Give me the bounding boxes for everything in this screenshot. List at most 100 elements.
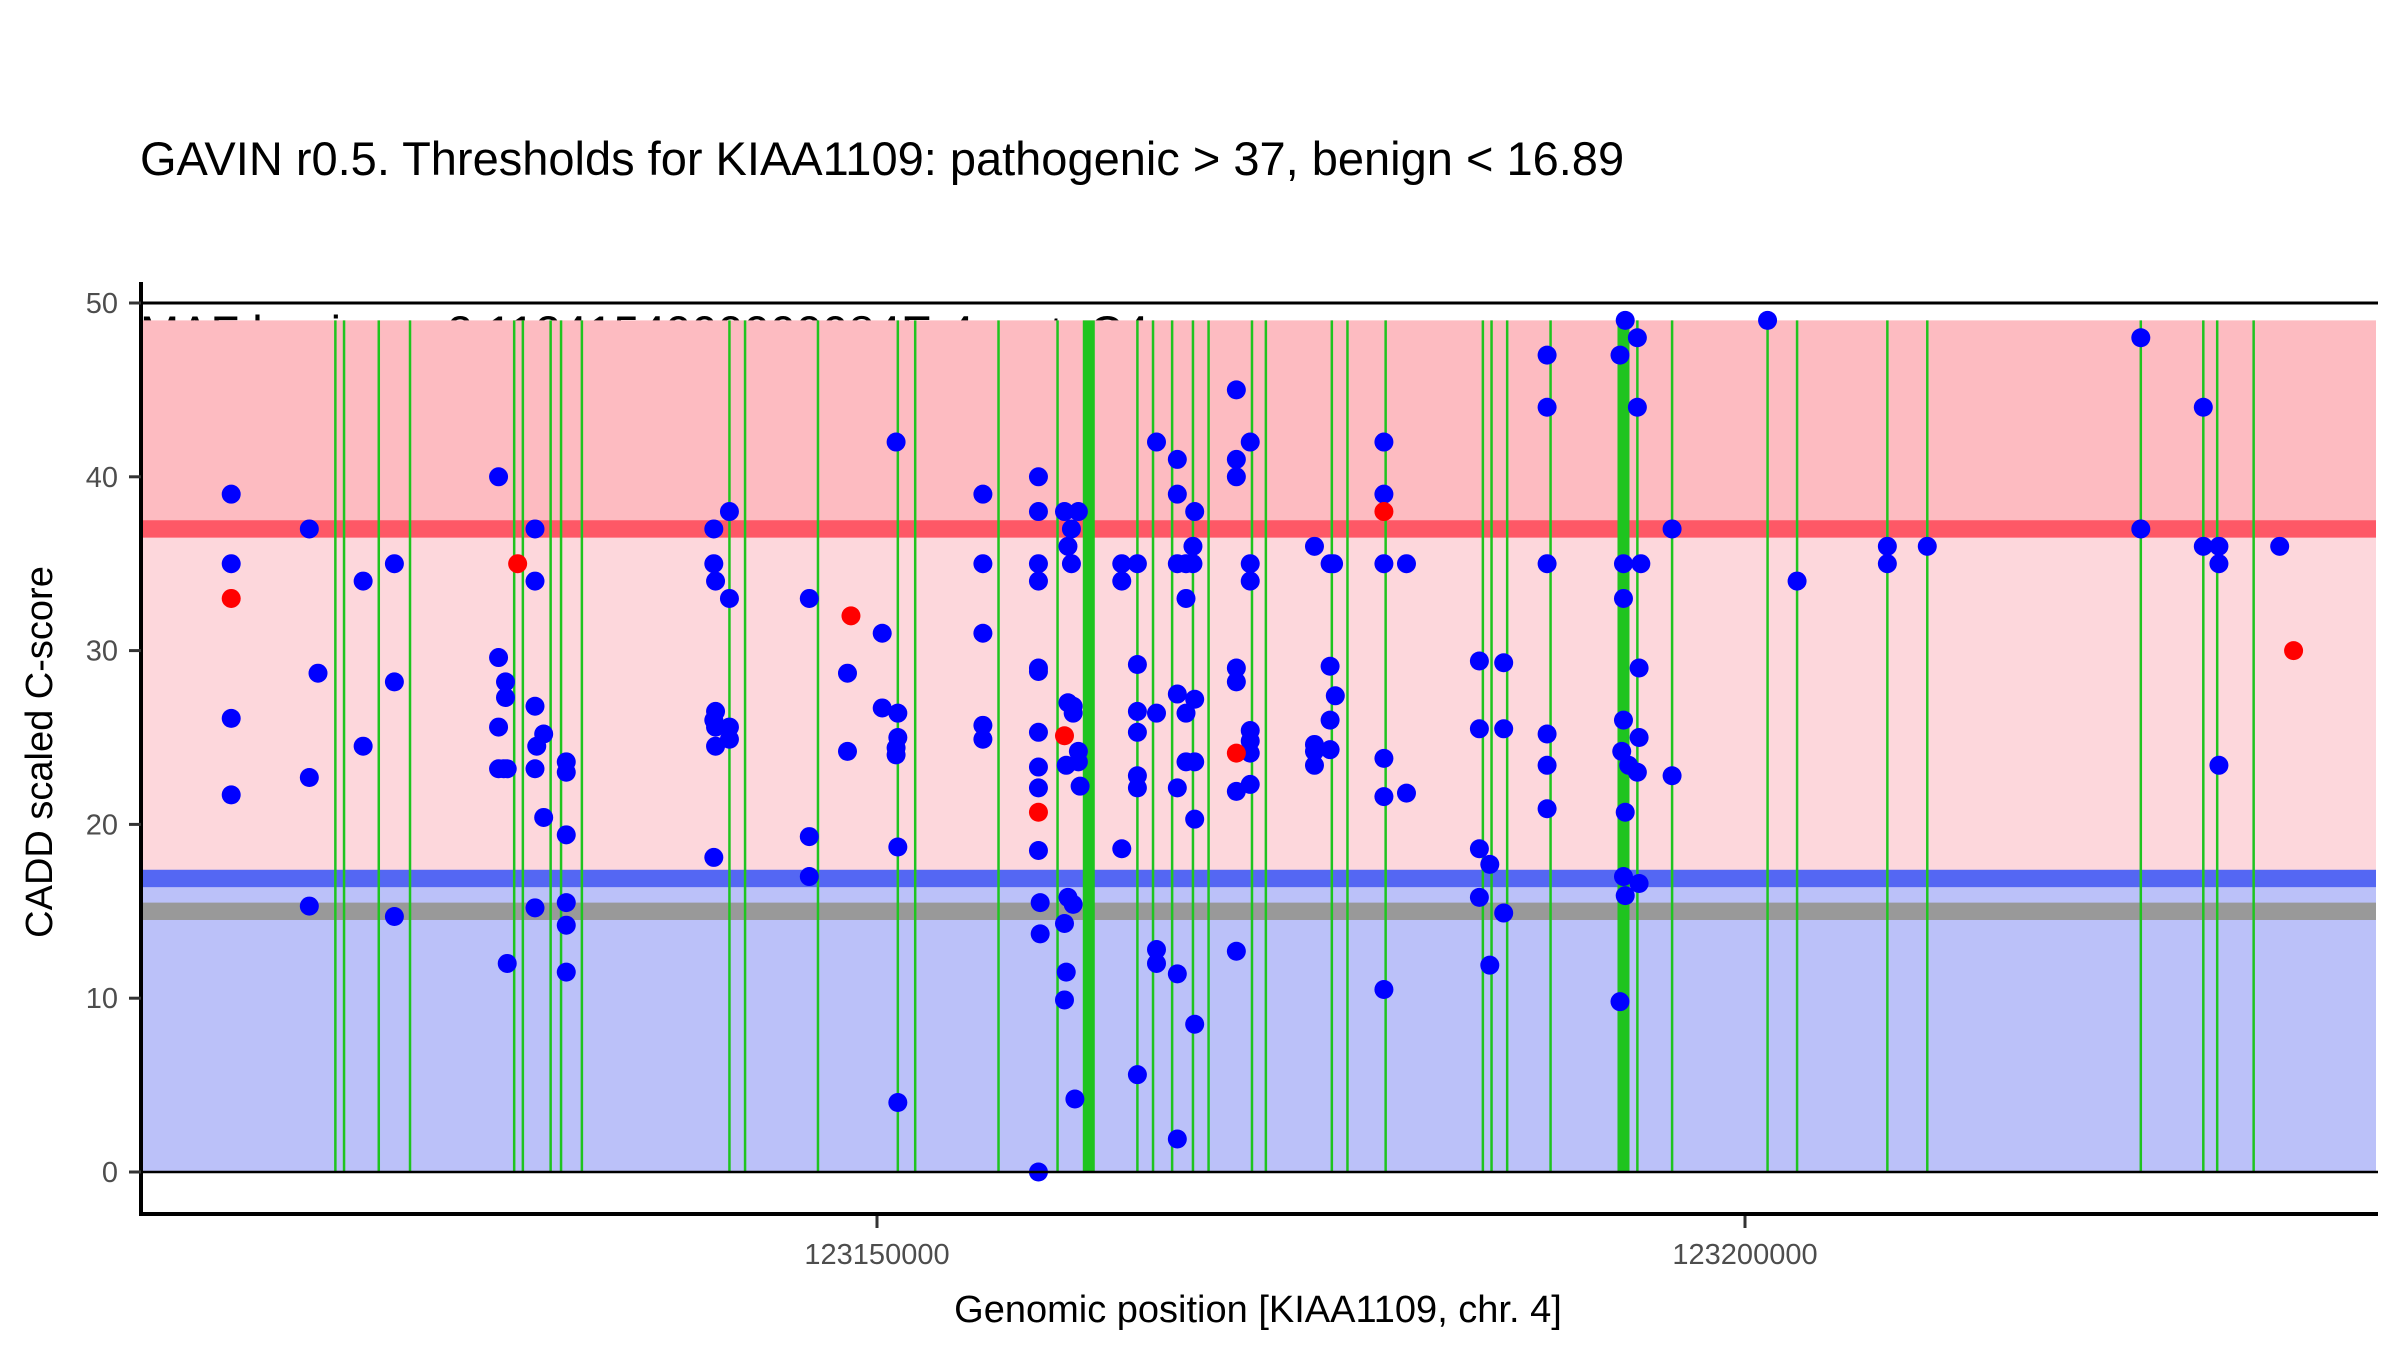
gnomad-point (1030, 924, 1050, 944)
gnomad-point (1629, 658, 1649, 678)
gnomad-point (1167, 964, 1187, 984)
gnomad-point (888, 728, 908, 747)
threshold-genome-wide-fallback (143, 902, 2376, 920)
y-tick-label: 40 (86, 462, 118, 494)
gnomad-point (1537, 799, 1557, 819)
gnomad-point (973, 729, 993, 749)
gnomad-point (1613, 710, 1633, 730)
gnomad-point (1146, 940, 1166, 960)
x-tick-label: 123150000 (804, 1239, 949, 1271)
x-ticks: 123150000 123200000 (804, 1216, 1818, 1271)
gnomad-point (308, 663, 328, 683)
gnomad-point (1610, 345, 1630, 365)
gnomad-point (2193, 397, 2213, 417)
gnomad-point (1320, 710, 1340, 730)
clinvar-point (508, 554, 528, 574)
gnomad-point (1469, 719, 1489, 739)
gnomad-point (2270, 536, 2290, 556)
gnomad-point (1610, 992, 1630, 1012)
gnomad-point (495, 672, 515, 692)
gnomad-point (1127, 778, 1147, 798)
gnomad-point (299, 519, 319, 539)
x-tick-label: 123200000 (1672, 1239, 1817, 1271)
gnomad-point (1374, 432, 1394, 452)
gnomad-point (2131, 328, 2151, 348)
gnomad-point (221, 484, 241, 504)
gnomad-point (1304, 536, 1324, 556)
gnomad-point (1627, 328, 1647, 348)
gnomad-point (1183, 554, 1203, 574)
gnomad-point (1615, 886, 1635, 906)
y-ticks: 0 10 20 30 40 50 (86, 288, 141, 1189)
gnomad-point (1629, 873, 1649, 893)
gnomad-point (1324, 554, 1344, 574)
gnomad-point (1167, 1129, 1187, 1149)
gnomad-point (799, 827, 819, 847)
gnomad-point (1030, 893, 1050, 913)
gnomad-point (1028, 502, 1048, 522)
gnomad-point (299, 896, 319, 916)
gnomad-point (1185, 502, 1205, 522)
gnomad-point (525, 898, 545, 918)
gnomad-point (489, 648, 509, 668)
gnomad-point (1127, 722, 1147, 742)
gnomad-point (888, 1092, 908, 1112)
gnomad-point (497, 759, 517, 779)
gnomad-point (1176, 588, 1196, 608)
clinvar-point (1226, 743, 1246, 763)
gnomad-point (556, 962, 576, 982)
gnomad-point (1167, 778, 1187, 798)
gnomad-point (525, 759, 545, 779)
threshold-bands (143, 520, 2376, 920)
gnomad-point (1028, 467, 1048, 487)
gnomad-point (837, 741, 857, 761)
gnomad-point (1028, 571, 1048, 591)
gnomad-point (1063, 894, 1083, 914)
gnomad-point (1627, 762, 1647, 782)
gnomad-point (1325, 686, 1345, 706)
gnomad-point (706, 701, 726, 721)
axes (139, 282, 2378, 1216)
gnomad-point (704, 847, 724, 867)
clinvar-point (2284, 641, 2304, 661)
gnomad-point (1167, 684, 1187, 704)
gnomad-point (1146, 703, 1166, 723)
gnomad-point (1615, 802, 1635, 822)
gnomad-point (1662, 766, 1682, 786)
gnomad-point (1537, 755, 1557, 775)
gnomad-point (525, 519, 545, 539)
gnomad-point (556, 762, 576, 782)
gnomad-point (1028, 661, 1048, 681)
gnomad-point (1494, 903, 1514, 923)
gnomad-point (353, 736, 373, 756)
gnomad-point (525, 696, 545, 716)
exon-lines (334, 320, 2255, 1172)
gnomad-point (1240, 554, 1260, 574)
gnomad-point (1396, 783, 1416, 803)
gnomad-point (1167, 484, 1187, 504)
gnomad-point (872, 698, 892, 718)
gnomad-point (1226, 380, 1246, 400)
y-axis-title: CADD scaled C-score (19, 566, 61, 938)
gnomad-point (1028, 757, 1048, 777)
gnomad-point (1028, 722, 1048, 742)
gnomad-point (1320, 740, 1340, 760)
gnomad-point (1065, 1089, 1085, 1109)
gnomad-point (1226, 449, 1246, 469)
gnomad-point (1061, 554, 1081, 574)
gnomad-point (299, 767, 319, 787)
gnomad-point (704, 554, 724, 574)
gnomad-point (1226, 658, 1246, 678)
gnomad-point (1068, 502, 1088, 522)
gnomad-point (1469, 887, 1489, 907)
y-tick-label: 10 (86, 983, 118, 1015)
gnomad-point (872, 623, 892, 643)
gnomad-point (719, 588, 739, 608)
gnomad-point (1304, 755, 1324, 775)
gnomad-point (1480, 955, 1500, 975)
clinvar-point (221, 588, 241, 608)
gnomad-point (1374, 787, 1394, 807)
gnomad-point (1185, 1014, 1205, 1034)
gnomad-point (1627, 397, 1647, 417)
